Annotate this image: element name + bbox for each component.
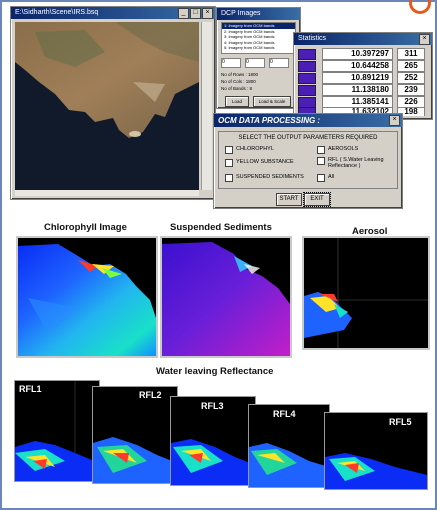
ocm-dialog-title: OCM DATA PROCESSING :: [214, 114, 402, 127]
rfl2-image: RFL2: [92, 386, 178, 484]
list-item[interactable]: 1: Imagery from OCM bands: [222, 23, 295, 29]
stat-count: 265: [397, 60, 425, 72]
aerosols-checkbox[interactable]: AEROSOLS: [317, 146, 358, 154]
stat-value: 10.397297: [322, 48, 393, 60]
color-swatch: [298, 60, 316, 72]
ocm-processing-dialog[interactable]: OCM DATA PROCESSING : × SELECT THE OUTPU…: [213, 113, 403, 209]
bands-info: No of Bands : 8: [221, 86, 253, 91]
rfl5-label: RFL5: [389, 417, 412, 427]
output-parameters-group: SELECT THE OUTPUT PARAMETERS REQUIRED CH…: [218, 131, 398, 189]
list-item[interactable]: 3: Imagery from OCM bands: [224, 34, 275, 39]
statistics-window-title: Statistics: [294, 33, 432, 45]
rows-info: No of Rows : 1800: [221, 72, 259, 77]
suspended-sediments-checkbox[interactable]: SUSPENDED SEDIMENTS: [225, 174, 304, 182]
col-input[interactable]: 0: [245, 58, 265, 68]
chlorophyl-image: [16, 236, 158, 358]
load-scale-button[interactable]: Load & Scale: [253, 96, 291, 107]
rfl1-label: RFL1: [19, 384, 42, 394]
close-button[interactable]: ×: [419, 34, 430, 45]
satellite-image-window[interactable]: E:\Sidharth\Scene\IRS.bsq _ □ ×: [10, 6, 216, 200]
checkbox-label: RFL ( S.Water Leaving Reflectance ): [328, 157, 384, 169]
checkbox-label: AEROSOLS: [328, 146, 359, 152]
minimize-button[interactable]: _: [178, 8, 189, 19]
color-swatch: [298, 84, 316, 96]
chlorophyl-checkbox[interactable]: CHLOROPHYL: [225, 146, 274, 154]
rfl5-image: RFL5: [324, 412, 428, 490]
stat-value: 10.644258: [322, 60, 393, 72]
color-swatch: [298, 72, 316, 84]
suspended-sediments-image: [160, 236, 292, 358]
rfl1-image: RFL1: [14, 380, 100, 482]
list-item[interactable]: 2: Imagery from OCM bands: [224, 28, 275, 34]
checkbox-label: YELLOW SUBSTANCE: [236, 159, 294, 165]
close-button[interactable]: ×: [202, 8, 213, 19]
table-row: 11.632102 198: [298, 108, 426, 116]
rfl4-label: RFL4: [273, 409, 296, 419]
checkbox-box[interactable]: [225, 146, 233, 154]
start-button[interactable]: START: [276, 193, 302, 206]
image-listbox[interactable]: 1: Imagery from OCM bands 2: Imagery fro…: [221, 22, 296, 54]
band-input[interactable]: 0: [269, 58, 289, 68]
stat-count: 311: [397, 48, 425, 60]
list-window-title: DCP Images: [217, 8, 300, 20]
rfl2-label: RFL2: [139, 390, 162, 400]
maximize-button[interactable]: □: [190, 8, 201, 19]
rfl-checkbox[interactable]: RFL ( S.Water Leaving Reflectance ): [317, 157, 393, 169]
stat-count: 252: [397, 72, 425, 84]
rfl4-image: RFL4: [248, 404, 330, 488]
chlorophyl-caption: Chlorophyll Image: [44, 222, 127, 233]
window-controls: _ □ ×: [178, 8, 213, 19]
checkbox-box[interactable]: [225, 159, 233, 167]
color-swatch: [298, 108, 316, 116]
satellite-image: [15, 22, 199, 190]
logo-icon: [409, 0, 431, 14]
color-swatch: [298, 48, 316, 60]
row-input[interactable]: 0: [221, 58, 241, 68]
list-item[interactable]: 4: Imagery from OCM bands: [224, 39, 275, 45]
checkbox-box[interactable]: [317, 146, 325, 154]
satellite-window-title: E:\Sidharth\Scene\IRS.bsq: [11, 7, 215, 19]
rfl3-image: RFL3: [170, 396, 256, 486]
close-button[interactable]: ×: [389, 115, 400, 126]
color-swatch: [298, 96, 316, 108]
stat-value: 10.891219: [322, 72, 393, 84]
stat-value: 11.632102: [322, 108, 393, 116]
checkbox-box[interactable]: [317, 174, 325, 182]
table-row: 11.385141 226: [298, 96, 426, 108]
stat-value: 11.385141: [322, 96, 393, 108]
stat-count: 226: [397, 96, 425, 108]
checkbox-box[interactable]: [317, 157, 325, 165]
water-reflectance-caption: Water leaving Reflectance: [156, 366, 274, 377]
table-row: 10.891219 252: [298, 72, 426, 84]
checkbox-label: SUSPENDED SEDIMENTS: [236, 174, 304, 180]
rfl3-label: RFL3: [201, 401, 224, 411]
window-controls: ×: [389, 115, 400, 126]
checkbox-label: CHLOROPHYL: [236, 146, 274, 152]
table-row: 10.644258 265: [298, 60, 426, 72]
aerosol-image: [302, 236, 430, 350]
window-controls: ×: [419, 34, 430, 45]
aerosol-caption: Aerosol: [352, 226, 388, 237]
table-row: 10.397297 311: [298, 48, 426, 60]
group-title: SELECT THE OUTPUT PARAMETERS REQUIRED: [238, 135, 378, 141]
stat-value: 11.138180: [322, 84, 393, 96]
cols-info: No of Cols : 1800: [221, 79, 256, 84]
yellow-substance-checkbox[interactable]: YELLOW SUBSTANCE: [225, 159, 294, 167]
table-row: 11.138180 239: [298, 84, 426, 96]
checkbox-box[interactable]: [225, 174, 233, 182]
list-item[interactable]: 5: Imagery from OCM bands: [224, 45, 275, 50]
horizontal-scrollbar[interactable]: [15, 190, 199, 196]
load-button[interactable]: Load: [225, 96, 249, 107]
checkbox-label: All: [328, 174, 335, 180]
image-list-window[interactable]: DCP Images 1: Imagery from OCM bands 2: …: [216, 7, 301, 109]
exit-button[interactable]: EXIT: [303, 192, 331, 207]
all-checkbox[interactable]: All: [317, 174, 334, 182]
sediments-caption: Suspended Sediments: [170, 222, 272, 233]
vertical-scrollbar[interactable]: [201, 22, 212, 190]
statistics-window[interactable]: Statistics × 10.397297 311 10.644258 265…: [293, 32, 433, 120]
stat-count: 198: [397, 108, 425, 116]
stat-count: 239: [397, 84, 425, 96]
